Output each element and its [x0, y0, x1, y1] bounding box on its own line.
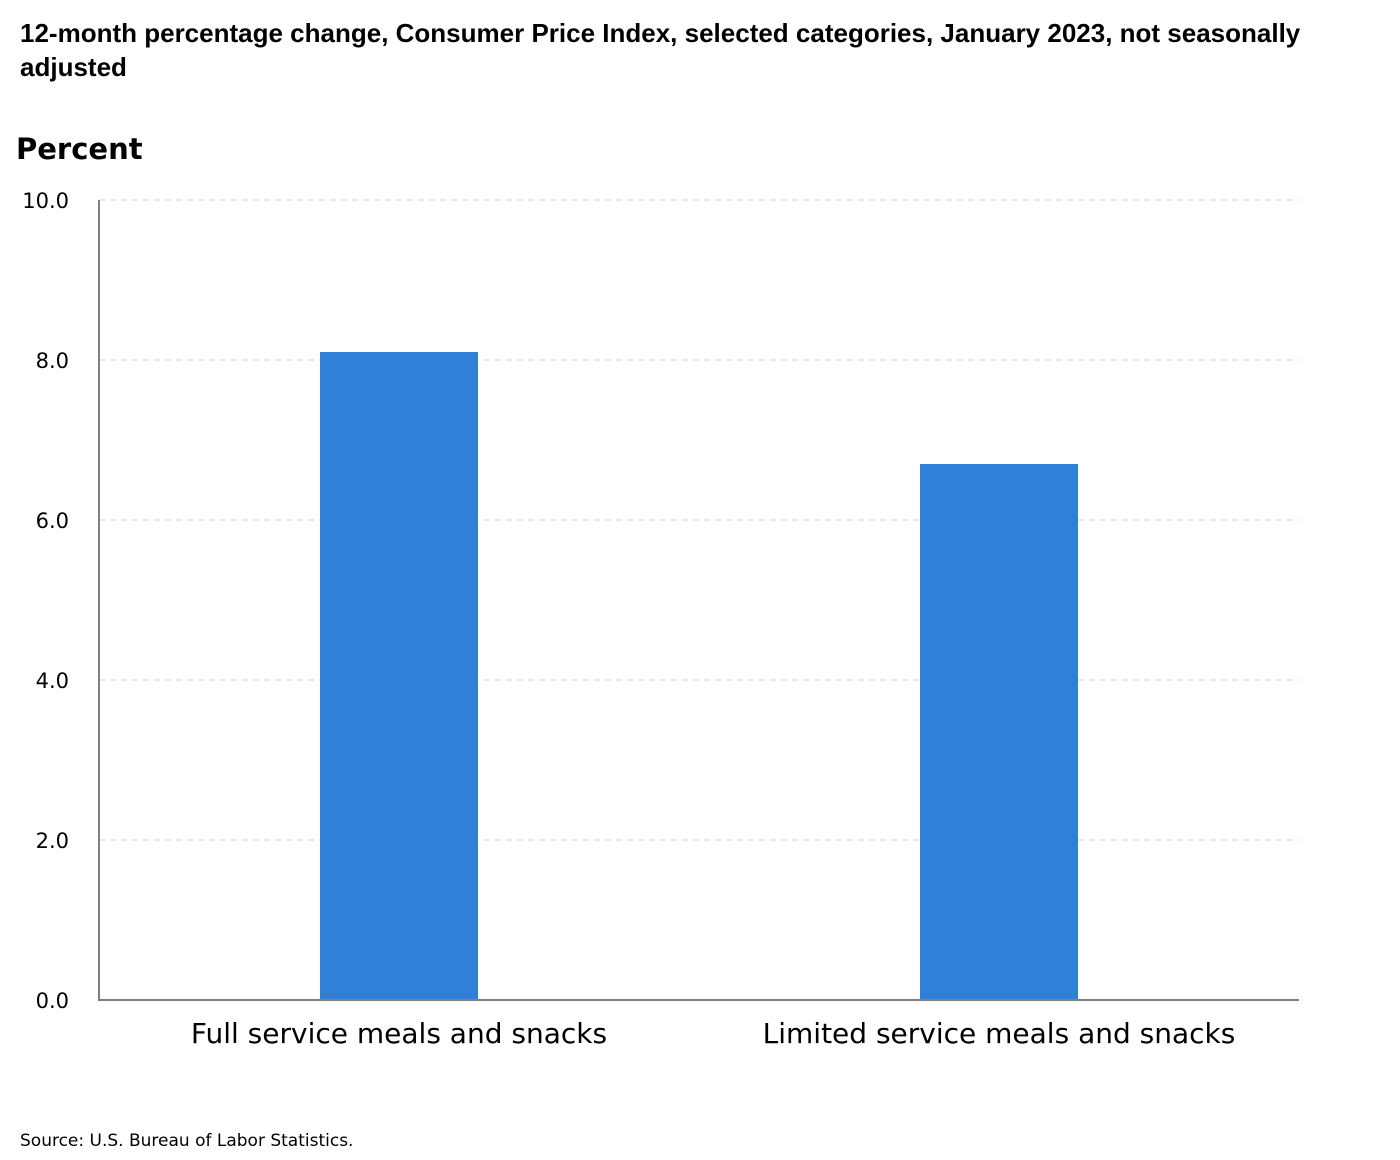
x-axis-ticks: Full service meals and snacks Limited ser…: [191, 1017, 1235, 1050]
y-axis-ticks: 0.0 2.0 4.0 6.0 8.0 10.0: [22, 189, 69, 1013]
chart-title: 12-month percentage change, Consumer Pri…: [20, 18, 1301, 82]
bar-1: [320, 352, 478, 1000]
y-tick-label: 4.0: [36, 669, 69, 693]
y-tick-label: 10.0: [22, 189, 69, 213]
gridlines: [99, 199, 1299, 841]
axes: [98, 200, 1299, 1001]
y-axis-label: Percent: [16, 132, 143, 166]
bars: [320, 352, 1078, 1000]
y-tick-label: 2.0: [36, 829, 69, 853]
source-note: Source: U.S. Bureau of Labor Statistics.: [20, 1131, 354, 1151]
bar-2: [920, 464, 1078, 1000]
y-tick-label: 6.0: [36, 509, 69, 533]
y-tick-label: 0.0: [36, 989, 69, 1013]
x-tick-label: Limited service meals and snacks: [763, 1017, 1236, 1050]
y-tick-label: 8.0: [36, 349, 69, 373]
x-tick-label: Full service meals and snacks: [191, 1017, 607, 1050]
